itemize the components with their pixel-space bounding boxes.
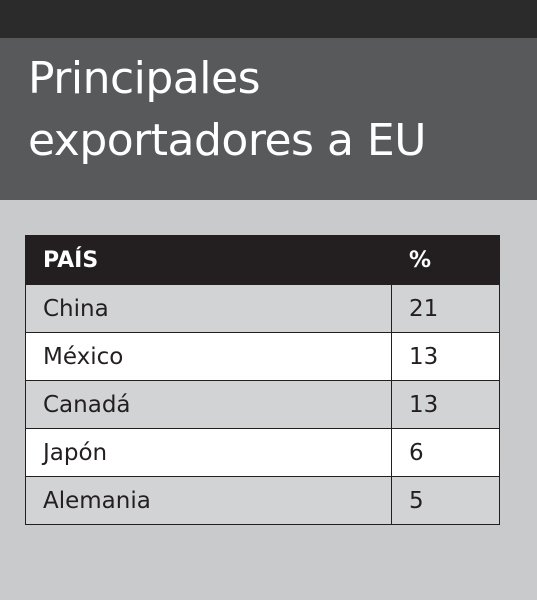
percent-cell: 6 — [391, 428, 500, 477]
top-bar — [0, 0, 537, 38]
title-line: Principales — [28, 53, 261, 104]
percent-cell: 13 — [391, 380, 500, 429]
country-cell: Canadá — [25, 380, 392, 429]
country-cell: México — [25, 332, 392, 381]
percent-cell: 5 — [391, 476, 500, 525]
percent-cell: 13 — [391, 332, 500, 381]
column-header: PAÍS — [25, 235, 392, 285]
table-row: Canadá 13 — [25, 380, 500, 429]
title-box: Principales exportadores a EU — [0, 38, 537, 200]
column-header: % — [391, 235, 500, 285]
country-cell: China — [25, 284, 392, 333]
percent-cell: 21 — [391, 284, 500, 333]
table-body: China 21 México 13 Canadá 13 Japón 6 Alemania 5 — [25, 284, 500, 525]
country-cell: Japón — [25, 428, 392, 477]
title-line: exportadores a EU — [28, 115, 426, 166]
table: PAÍS% China 21 México 13 Canadá 13 Japón 6 Alema… — [25, 235, 500, 525]
table-row: México 13 — [25, 332, 500, 381]
header-row: PAÍS% — [25, 235, 500, 285]
table-row: China 21 — [25, 284, 500, 333]
table-row: Alemania 5 — [25, 476, 500, 525]
table-row: Japón 6 — [25, 428, 500, 477]
country-cell: Alemania — [25, 476, 392, 525]
